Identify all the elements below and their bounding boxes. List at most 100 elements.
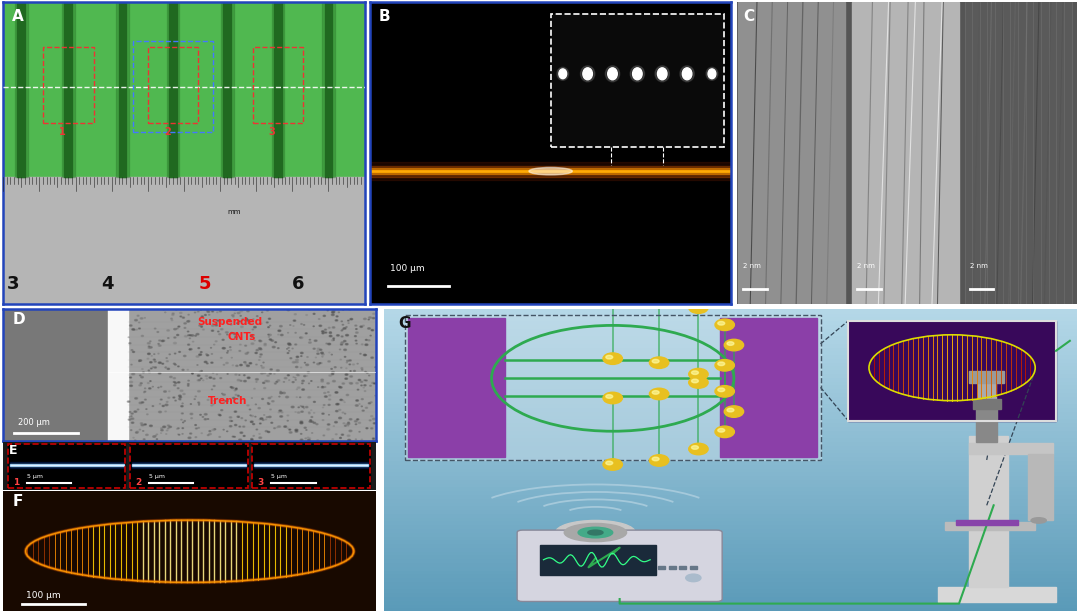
Ellipse shape — [350, 383, 352, 384]
Ellipse shape — [230, 347, 231, 348]
Bar — [370, 169, 731, 174]
Text: A: A — [12, 9, 24, 25]
Ellipse shape — [235, 374, 238, 375]
Ellipse shape — [323, 435, 325, 436]
Ellipse shape — [306, 364, 309, 365]
Text: 200 μm: 200 μm — [18, 417, 50, 427]
Text: 2 nm: 2 nm — [856, 263, 875, 269]
Ellipse shape — [268, 432, 270, 433]
Ellipse shape — [365, 407, 367, 408]
Ellipse shape — [235, 365, 238, 367]
Ellipse shape — [189, 335, 191, 336]
Ellipse shape — [211, 405, 213, 406]
Ellipse shape — [152, 367, 153, 368]
Ellipse shape — [715, 386, 734, 397]
Bar — [254, 462, 368, 468]
Text: 100 μm: 100 μm — [26, 591, 60, 600]
Ellipse shape — [174, 337, 176, 338]
Ellipse shape — [188, 437, 191, 439]
Ellipse shape — [347, 394, 349, 395]
Ellipse shape — [246, 319, 249, 321]
Ellipse shape — [195, 396, 197, 397]
Ellipse shape — [217, 320, 219, 321]
Text: Trench: Trench — [208, 395, 247, 406]
Ellipse shape — [180, 406, 184, 407]
Ellipse shape — [269, 416, 271, 417]
Ellipse shape — [234, 390, 235, 391]
Ellipse shape — [338, 386, 340, 387]
Ellipse shape — [297, 387, 300, 389]
Ellipse shape — [149, 388, 151, 389]
Ellipse shape — [208, 433, 212, 435]
Ellipse shape — [218, 333, 220, 335]
Ellipse shape — [234, 424, 237, 425]
Ellipse shape — [603, 353, 622, 364]
Ellipse shape — [256, 429, 258, 430]
Ellipse shape — [313, 422, 315, 424]
Ellipse shape — [184, 356, 186, 357]
Ellipse shape — [191, 373, 193, 374]
Ellipse shape — [129, 343, 131, 344]
Ellipse shape — [365, 371, 366, 372]
Ellipse shape — [332, 371, 335, 373]
Ellipse shape — [300, 337, 301, 338]
Ellipse shape — [247, 377, 249, 379]
Ellipse shape — [320, 362, 322, 364]
Bar — [10, 465, 123, 466]
Ellipse shape — [355, 424, 356, 425]
Ellipse shape — [230, 349, 231, 351]
Ellipse shape — [219, 415, 221, 416]
Ellipse shape — [268, 404, 270, 405]
Ellipse shape — [265, 343, 267, 345]
Ellipse shape — [588, 530, 603, 535]
Ellipse shape — [234, 436, 235, 437]
Ellipse shape — [130, 308, 132, 309]
Bar — [224, 2, 231, 177]
Bar — [384, 411, 1077, 414]
Ellipse shape — [287, 343, 291, 345]
Ellipse shape — [603, 286, 622, 298]
Ellipse shape — [214, 428, 216, 430]
Ellipse shape — [130, 381, 133, 383]
Ellipse shape — [321, 352, 323, 354]
Ellipse shape — [175, 400, 176, 401]
Bar — [384, 452, 1077, 456]
Ellipse shape — [146, 434, 148, 435]
Bar — [384, 445, 1077, 449]
Ellipse shape — [276, 370, 280, 371]
Bar — [133, 41, 213, 132]
Ellipse shape — [222, 339, 225, 340]
Ellipse shape — [130, 385, 133, 386]
Ellipse shape — [285, 396, 288, 398]
Ellipse shape — [141, 368, 143, 370]
Ellipse shape — [361, 381, 363, 383]
Ellipse shape — [353, 370, 355, 371]
Ellipse shape — [198, 427, 200, 428]
Text: E: E — [9, 444, 17, 457]
Ellipse shape — [603, 392, 622, 404]
Bar — [384, 475, 1077, 479]
Ellipse shape — [269, 334, 271, 336]
Ellipse shape — [234, 337, 237, 338]
Ellipse shape — [149, 425, 152, 427]
Ellipse shape — [297, 412, 300, 413]
Ellipse shape — [300, 352, 303, 354]
Bar — [221, 2, 233, 177]
Ellipse shape — [529, 167, 572, 175]
Bar — [720, 318, 818, 457]
Ellipse shape — [256, 349, 258, 351]
Ellipse shape — [220, 329, 222, 330]
Ellipse shape — [289, 432, 292, 433]
Ellipse shape — [178, 434, 179, 435]
Ellipse shape — [198, 375, 200, 376]
Ellipse shape — [251, 343, 254, 345]
Ellipse shape — [163, 390, 166, 392]
Ellipse shape — [148, 346, 150, 347]
Ellipse shape — [360, 326, 363, 327]
Ellipse shape — [211, 362, 213, 364]
Ellipse shape — [727, 341, 734, 345]
Ellipse shape — [715, 319, 734, 330]
Ellipse shape — [148, 347, 150, 348]
Ellipse shape — [325, 332, 327, 333]
Ellipse shape — [336, 434, 337, 435]
